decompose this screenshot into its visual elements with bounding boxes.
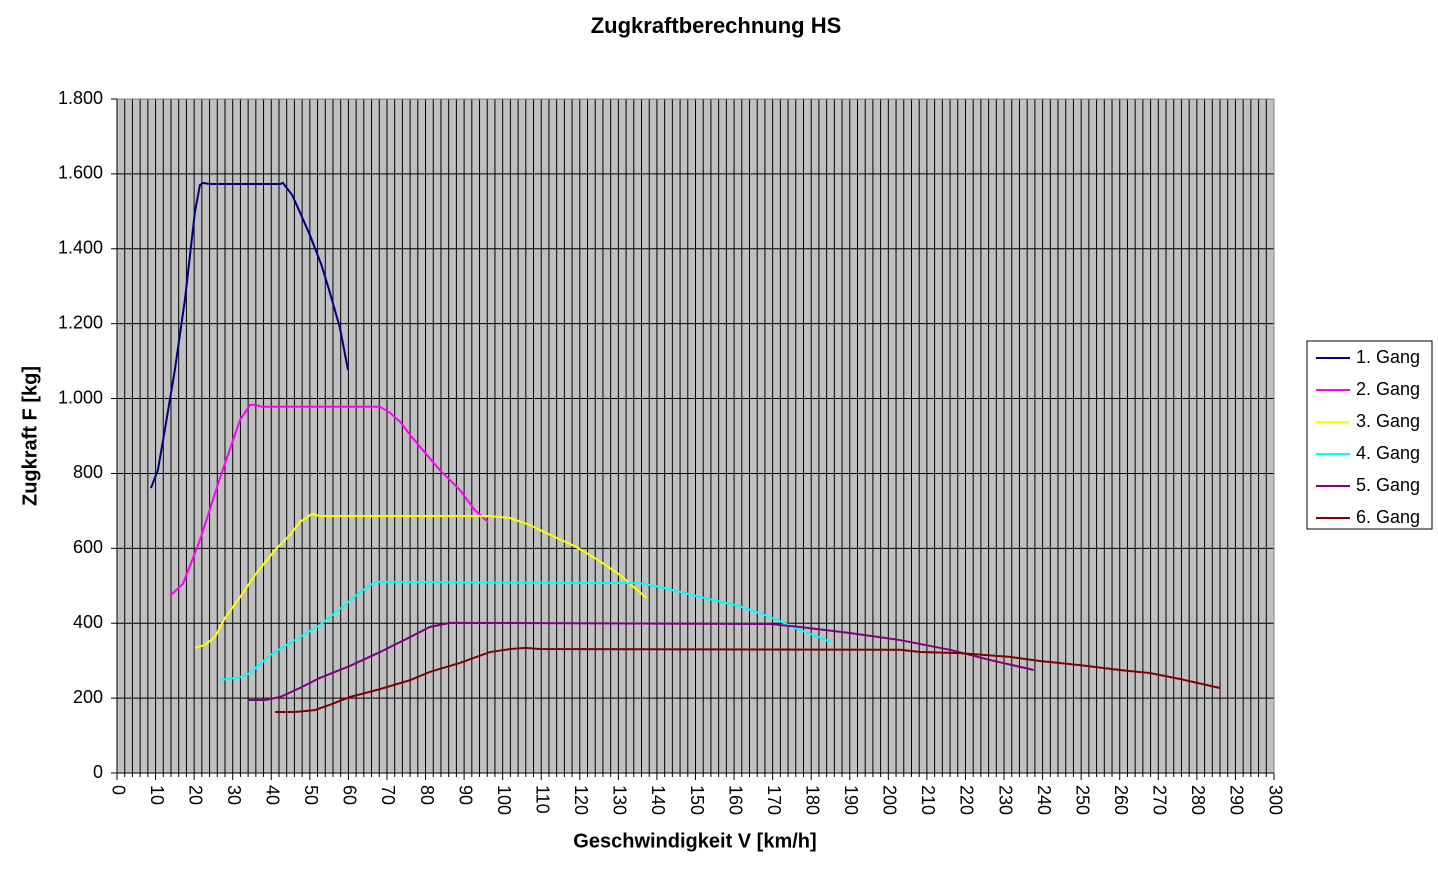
x-tick-label: 210 xyxy=(918,785,938,815)
series-line xyxy=(219,581,832,682)
y-tick-label: 1.600 xyxy=(58,163,103,183)
y-tick-label: 800 xyxy=(73,462,103,482)
x-tick-label: 110 xyxy=(532,785,552,814)
x-tick-label: 300 xyxy=(1265,785,1285,815)
legend-label: 6. Gang xyxy=(1356,507,1420,527)
y-tick-label: 0 xyxy=(93,762,103,782)
y-axis-label: Zugkraft F [kg] xyxy=(19,366,41,506)
x-tick-label: 20 xyxy=(185,785,205,805)
x-tick-label: 290 xyxy=(1227,785,1247,815)
y-tick-label: 600 xyxy=(73,537,103,557)
y-tick-label: 1.800 xyxy=(58,88,103,108)
x-tick-label: 40 xyxy=(263,785,283,805)
x-tick-label: 230 xyxy=(995,785,1015,815)
x-tick-label: 280 xyxy=(1188,785,1208,815)
chart-title: Zugkraftberechnung HS xyxy=(591,13,842,38)
y-tick-label: 400 xyxy=(73,612,103,632)
x-tick-label: 120 xyxy=(571,785,591,815)
legend-label: 1. Gang xyxy=(1356,347,1420,367)
x-tick-label: 200 xyxy=(880,785,900,815)
x-tick-label: 130 xyxy=(610,785,630,815)
x-tick-label: 50 xyxy=(301,785,321,805)
x-axis-label: Geschwindigkeit V [km/h] xyxy=(573,830,816,852)
series-line xyxy=(150,181,349,489)
x-tick-label: 160 xyxy=(725,785,745,815)
y-tick-label: 200 xyxy=(73,687,103,707)
x-tick-label: 220 xyxy=(957,785,977,815)
x-tick-label: 60 xyxy=(340,785,360,805)
x-tick-label: 100 xyxy=(494,785,514,815)
series-line xyxy=(248,621,1034,701)
x-tick-label: 180 xyxy=(802,785,822,815)
x-tick-label: 190 xyxy=(841,785,861,815)
series-line xyxy=(169,403,489,597)
x-tick-label: 240 xyxy=(1034,785,1054,815)
x-tick-label: 260 xyxy=(1111,785,1131,815)
x-tick-label: 30 xyxy=(224,785,244,805)
legend-label: 3. Gang xyxy=(1356,411,1420,431)
legend-label: 2. Gang xyxy=(1356,379,1420,399)
legend-label: 4. Gang xyxy=(1356,443,1420,463)
x-tick-label: 90 xyxy=(455,785,475,805)
x-tick-label: 10 xyxy=(147,785,167,805)
y-tick-label: 1.400 xyxy=(58,238,103,258)
x-tick-label: 150 xyxy=(687,785,707,815)
y-tick-label: 1.000 xyxy=(58,387,103,407)
x-tick-label: 70 xyxy=(378,785,398,805)
series-line xyxy=(275,646,1221,713)
x-tick-label: 80 xyxy=(417,785,437,805)
series-line xyxy=(194,512,648,649)
x-tick-label: 270 xyxy=(1150,785,1170,815)
x-tick-label: 0 xyxy=(108,785,128,795)
x-tick-label: 250 xyxy=(1072,785,1092,815)
x-tick-label: 140 xyxy=(648,785,668,815)
x-tick-label: 170 xyxy=(764,785,784,815)
legend-label: 5. Gang xyxy=(1356,475,1420,495)
legend xyxy=(1306,340,1433,530)
y-tick-label: 1.200 xyxy=(58,312,103,332)
